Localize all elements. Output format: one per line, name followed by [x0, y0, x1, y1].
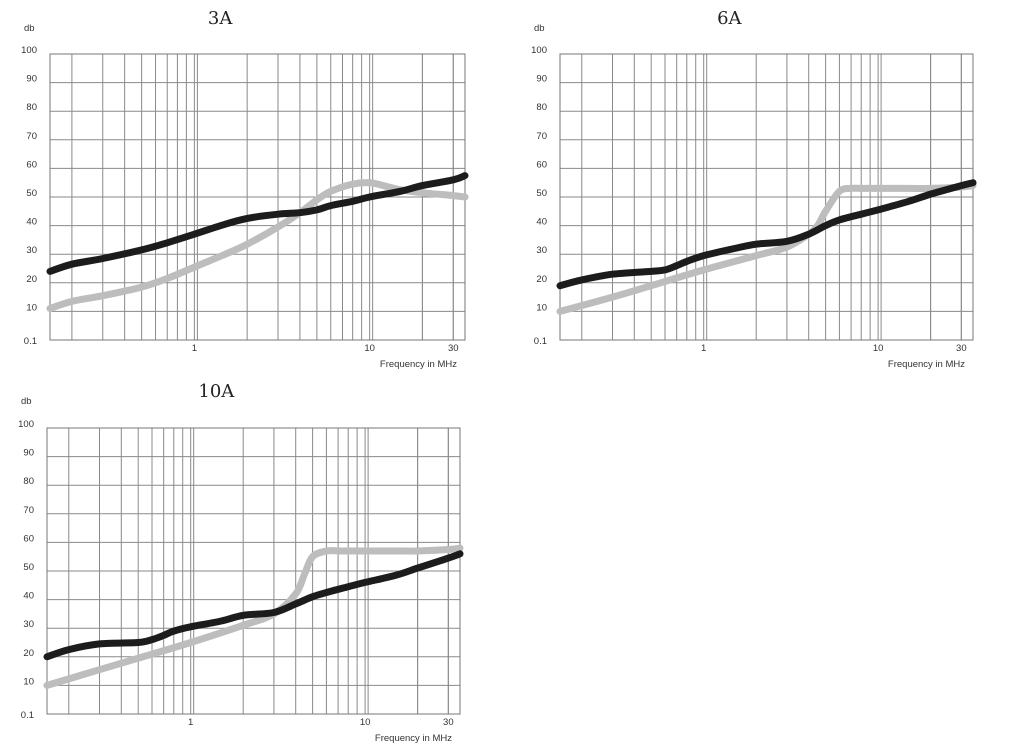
series-line — [43, 544, 464, 689]
y-tick-label: 10 — [23, 676, 34, 687]
y-tick-label: 40 — [26, 217, 37, 228]
y-tick-label: 30 — [23, 619, 34, 630]
y-tick-label: 30 — [26, 245, 37, 256]
plot-frame — [46, 427, 461, 715]
y-tick-label: 100 — [531, 45, 547, 56]
y-tick-label: 70 — [23, 505, 34, 516]
series-line — [43, 550, 464, 661]
x-axis-label: Frequency in MHz — [375, 733, 452, 744]
y-tick-label: 90 — [26, 74, 37, 85]
x-tick-label: 30 — [443, 717, 454, 728]
y-tick-label: 20 — [26, 274, 37, 285]
y-tick-label: 90 — [23, 448, 34, 459]
series-line — [556, 179, 977, 290]
y-tick-label: 10 — [26, 302, 37, 313]
y-tick-label: 60 — [23, 533, 34, 544]
y-tick-label: 40 — [536, 217, 547, 228]
x-tick-label: 1 — [192, 343, 197, 354]
x-tick-label: 10 — [360, 717, 371, 728]
plot-frame — [559, 53, 974, 341]
y-tick-label: 60 — [536, 159, 547, 170]
y-tick-label: 80 — [23, 476, 34, 487]
y-tick-label: 80 — [26, 102, 37, 113]
y-tick-label: 0.1 — [534, 336, 547, 347]
y-tick-label: 50 — [23, 562, 34, 573]
series-line — [46, 179, 469, 312]
y-axis-label: db — [534, 23, 545, 34]
y-tick-label: 70 — [26, 131, 37, 142]
y-tick-label: 100 — [21, 45, 37, 56]
y-tick-label: 80 — [536, 102, 547, 113]
y-tick-label: 40 — [23, 591, 34, 602]
y-tick-label: 60 — [26, 159, 37, 170]
x-tick-label: 1 — [701, 343, 706, 354]
y-tick-label: 30 — [536, 245, 547, 256]
y-axis-label: db — [21, 396, 32, 407]
y-tick-label: 50 — [536, 188, 547, 199]
x-axis-label: Frequency in MHz — [888, 359, 965, 370]
chart-title: 6A — [717, 8, 742, 29]
series-line — [556, 182, 977, 315]
x-tick-label: 10 — [364, 343, 375, 354]
y-tick-label: 0.1 — [24, 336, 37, 347]
x-axis-label: Frequency in MHz — [380, 359, 457, 370]
y-tick-label: 100 — [18, 419, 34, 430]
y-tick-label: 0.1 — [21, 710, 34, 721]
y-tick-label: 50 — [26, 188, 37, 199]
y-tick-label: 90 — [536, 74, 547, 85]
chart-title: 3A — [208, 8, 233, 29]
series-line — [46, 172, 469, 275]
x-tick-label: 30 — [448, 343, 459, 354]
y-tick-label: 20 — [536, 274, 547, 285]
x-tick-label: 30 — [956, 343, 967, 354]
y-tick-label: 10 — [536, 302, 547, 313]
x-tick-label: 10 — [873, 343, 884, 354]
y-axis-label: db — [24, 23, 35, 34]
chart-title: 10A — [198, 381, 235, 402]
x-tick-label: 1 — [188, 717, 193, 728]
y-tick-label: 20 — [23, 648, 34, 659]
y-tick-label: 70 — [536, 131, 547, 142]
